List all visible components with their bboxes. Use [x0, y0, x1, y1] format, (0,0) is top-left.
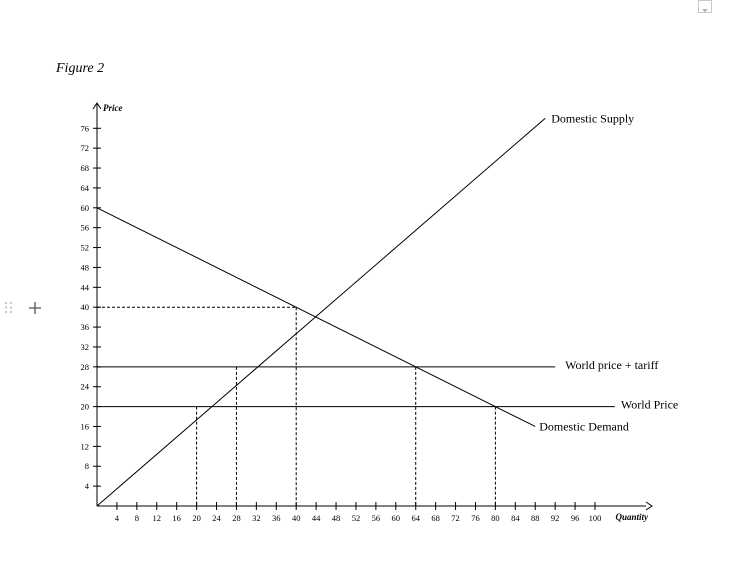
- plus-icon: [29, 302, 41, 314]
- drag-handle-icon[interactable]: [4, 301, 14, 317]
- x-tick-label: 48: [332, 513, 341, 523]
- dropdown-menu-button[interactable]: [698, 0, 712, 13]
- world-price-tariff-label: World price + tariff: [565, 358, 658, 372]
- y-tick-label: 68: [81, 163, 90, 173]
- domestic-demand-line: [96, 207, 536, 427]
- y-tick-label: 64: [81, 183, 90, 193]
- domestic-demand-label: Domestic Demand: [539, 419, 629, 433]
- add-block-button[interactable]: [26, 298, 44, 318]
- y-tick-label: 12: [81, 441, 90, 451]
- y-tick-label: 28: [81, 362, 90, 372]
- y-tick-label: 44: [81, 282, 90, 292]
- y-tick-label: 56: [81, 223, 90, 233]
- domestic-supply-line: [96, 117, 546, 507]
- x-tick-label: 76: [471, 513, 480, 523]
- x-tick-label: 44: [312, 513, 321, 523]
- x-tick-label: 80: [491, 513, 500, 523]
- y-axis-label: Price: [103, 103, 123, 113]
- y-tick-label: 48: [81, 262, 90, 272]
- y-tick-label: 20: [81, 402, 90, 412]
- x-tick-label: 60: [392, 513, 401, 523]
- x-tick-label: 32: [252, 513, 261, 523]
- x-tick-label: 8: [135, 513, 139, 523]
- y-tick-label: 52: [81, 243, 90, 253]
- y-tick-label: 76: [81, 123, 90, 133]
- x-tick-label: 100: [589, 513, 602, 523]
- x-tick-label: 88: [531, 513, 540, 523]
- x-tick-label: 24: [212, 513, 221, 523]
- x-tick-label: 36: [272, 513, 281, 523]
- x-tick-label: 96: [571, 513, 580, 523]
- world-price-label: World Price: [621, 398, 678, 412]
- y-axis-arrow: [92, 102, 102, 110]
- x-tick-label: 20: [192, 513, 201, 523]
- x-tick-label: 16: [172, 513, 181, 523]
- x-tick-label: 28: [232, 513, 241, 523]
- dropdown-arrow-icon: [702, 9, 708, 13]
- x-axis-label: Quantity: [615, 512, 649, 522]
- x-tick-label: 72: [451, 513, 460, 523]
- y-tick-label: 40: [81, 302, 90, 312]
- x-tick-label: 40: [292, 513, 301, 523]
- y-tick-label: 32: [81, 342, 90, 352]
- x-tick-label: 64: [411, 513, 420, 523]
- figure-title: Figure 2: [56, 61, 105, 76]
- y-tick-label: 36: [81, 322, 90, 332]
- x-tick-label: 84: [511, 513, 520, 523]
- y-tick-label: 4: [85, 481, 90, 491]
- y-tick-label: 72: [81, 143, 90, 153]
- domestic-supply-label: Domestic Supply: [551, 111, 634, 125]
- x-axis-arrow: [645, 501, 653, 511]
- y-tick-label: 24: [81, 382, 90, 392]
- x-tick-label: 52: [352, 513, 361, 523]
- y-tick-label: 8: [85, 461, 89, 471]
- x-tick-label: 12: [153, 513, 162, 523]
- y-tick-label: 16: [81, 421, 90, 431]
- y-tick-label: 60: [81, 203, 90, 213]
- x-tick-label: 68: [431, 513, 440, 523]
- x-tick-label: 92: [551, 513, 560, 523]
- x-tick-label: 56: [372, 513, 381, 523]
- x-tick-label: 4: [115, 513, 120, 523]
